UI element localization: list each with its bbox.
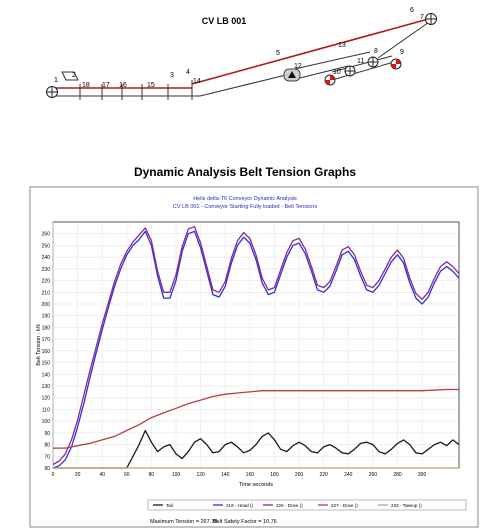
y-tick-label: 130	[42, 384, 51, 390]
node-label: 6	[410, 7, 414, 14]
legend-label: 226 - Drive ()	[276, 503, 303, 508]
node-label: 7	[420, 14, 424, 21]
chart-panel: Helix delta-T6 Conveyor Dynamic Analysis…	[29, 186, 479, 528]
chart-title: Helix delta-T6 Conveyor Dynamic Analysis	[193, 196, 297, 202]
y-tick-label: 180	[42, 325, 51, 331]
series-line-1	[52, 230, 460, 469]
diagram-title: CV LB 001	[202, 16, 247, 26]
y-tick-label: 60	[44, 466, 50, 472]
x-tick-label: 280	[393, 472, 402, 478]
node-labels: 1 2 18 17 16 15 3 4 14 5 13 12 6 7 8 9 1…	[54, 7, 424, 89]
legend-label: 216 - Head ()	[226, 503, 254, 508]
y-tick-label: 250	[42, 243, 51, 249]
belt-return-upper	[289, 51, 371, 71]
legend-label: 232 - Takeup ()	[391, 503, 422, 508]
drive-pulley-1	[390, 58, 402, 70]
pulley-snub	[367, 56, 379, 68]
belt-loop-a	[291, 65, 349, 81]
node-label: 15	[147, 82, 155, 89]
y-tick-label: 260	[42, 232, 51, 238]
feed-chute-icon	[61, 71, 79, 81]
y-tick-label: 150	[42, 361, 51, 367]
x-tick-label: 120	[196, 472, 205, 478]
belt-return-incline	[199, 74, 287, 97]
y-tick-label: 80	[44, 443, 50, 449]
y-tick-label: 210	[42, 290, 51, 296]
node-label: 5	[276, 50, 280, 57]
x-tick-label: 20	[75, 472, 81, 478]
y-tick-label: 230	[42, 267, 51, 273]
node-label: 18	[82, 82, 90, 89]
y-tick-label: 220	[42, 279, 51, 285]
node-label: 1	[54, 77, 58, 84]
x-tick-label: 60	[124, 472, 130, 478]
chart-subtitle: CV LB 001 - Conveyor Starting Fully load…	[173, 204, 317, 210]
y-tick-label: 70	[44, 454, 50, 460]
belt-carry-incline	[191, 17, 433, 85]
y-tick-label: 190	[42, 314, 51, 320]
node-label: 17	[102, 82, 110, 89]
y-axis: 60 70 80 90 100 110 120 130 140 150 160 170 180 190 20…	[42, 232, 51, 472]
node-label: 3	[170, 72, 174, 79]
x-tick-label: 100	[172, 472, 181, 478]
node-label: 13	[338, 42, 346, 49]
takeup-carriage	[283, 68, 301, 82]
legend-label: 227 - Drive ()	[331, 503, 358, 508]
x-tick-label: 200	[295, 472, 304, 478]
y-tick-label: 200	[42, 302, 51, 308]
y-tick-label: 110	[42, 407, 50, 413]
legend-label: Tail	[166, 503, 173, 508]
node-label: 16	[119, 82, 127, 89]
x-axis-label: Time seconds	[239, 482, 273, 488]
legend-box	[147, 499, 467, 511]
node-label: 12	[294, 63, 302, 70]
pulley-tail	[46, 86, 58, 98]
pulley-bend	[344, 65, 356, 77]
conveyor-diagram: CV LB 001	[46, 7, 437, 100]
x-tick-label: 180	[270, 472, 279, 478]
x-tick-label: 80	[149, 472, 155, 478]
y-tick-label: 170	[42, 337, 51, 343]
node-label: 10	[333, 69, 341, 76]
x-tick-label: 260	[369, 472, 378, 478]
belt-loop-c	[331, 55, 393, 73]
y-tick-label: 240	[42, 255, 51, 261]
x-tick-label: 300	[418, 472, 427, 478]
belt-tick-marks	[79, 80, 193, 100]
x-tick-label: 140	[221, 472, 230, 478]
series-layer	[52, 226, 460, 469]
x-axis: 0 20 40 60 80 100 120 140 160 180 200 220 240 260 280 3…	[52, 472, 427, 478]
section-title: Dynamic Analysis Belt Tension Graphs	[134, 165, 356, 179]
node-label: 9	[400, 49, 404, 56]
node-label: 4	[186, 69, 190, 76]
series-line-3	[53, 388, 459, 449]
node-label: 14	[193, 78, 201, 85]
series-line-2	[52, 226, 460, 466]
node-label: 8	[374, 48, 378, 55]
node-label: 2	[72, 72, 76, 79]
x-tick-label: 160	[246, 472, 255, 478]
x-tick-label: 240	[344, 472, 353, 478]
x-tick-label: 0	[52, 472, 55, 478]
x-tick-label: 40	[99, 472, 105, 478]
y-axis-label: Belt Tension - kN	[36, 324, 42, 366]
series-line-0	[53, 429, 460, 469]
y-tick-label: 120	[42, 396, 51, 402]
x-tick-label: 220	[319, 472, 328, 478]
belt-loop-b	[331, 61, 395, 81]
belt-return-to-head	[377, 19, 433, 59]
y-tick-label: 140	[42, 372, 51, 378]
legend: Tail 216 - Head () 226 - Drive () 227 - Dri…	[153, 503, 422, 508]
node-label: 11	[357, 58, 364, 65]
pulley-head	[425, 13, 437, 25]
y-tick-label: 90	[44, 431, 50, 437]
y-tick-label: 100	[42, 419, 51, 425]
drive-pulley-2	[324, 74, 336, 86]
footer-max-tension: Maximum Tension = 267.78	[150, 519, 217, 525]
footer-safety-factor: Belt Safety Factor = 10.76	[213, 519, 277, 525]
y-tick-label: 160	[42, 349, 51, 355]
